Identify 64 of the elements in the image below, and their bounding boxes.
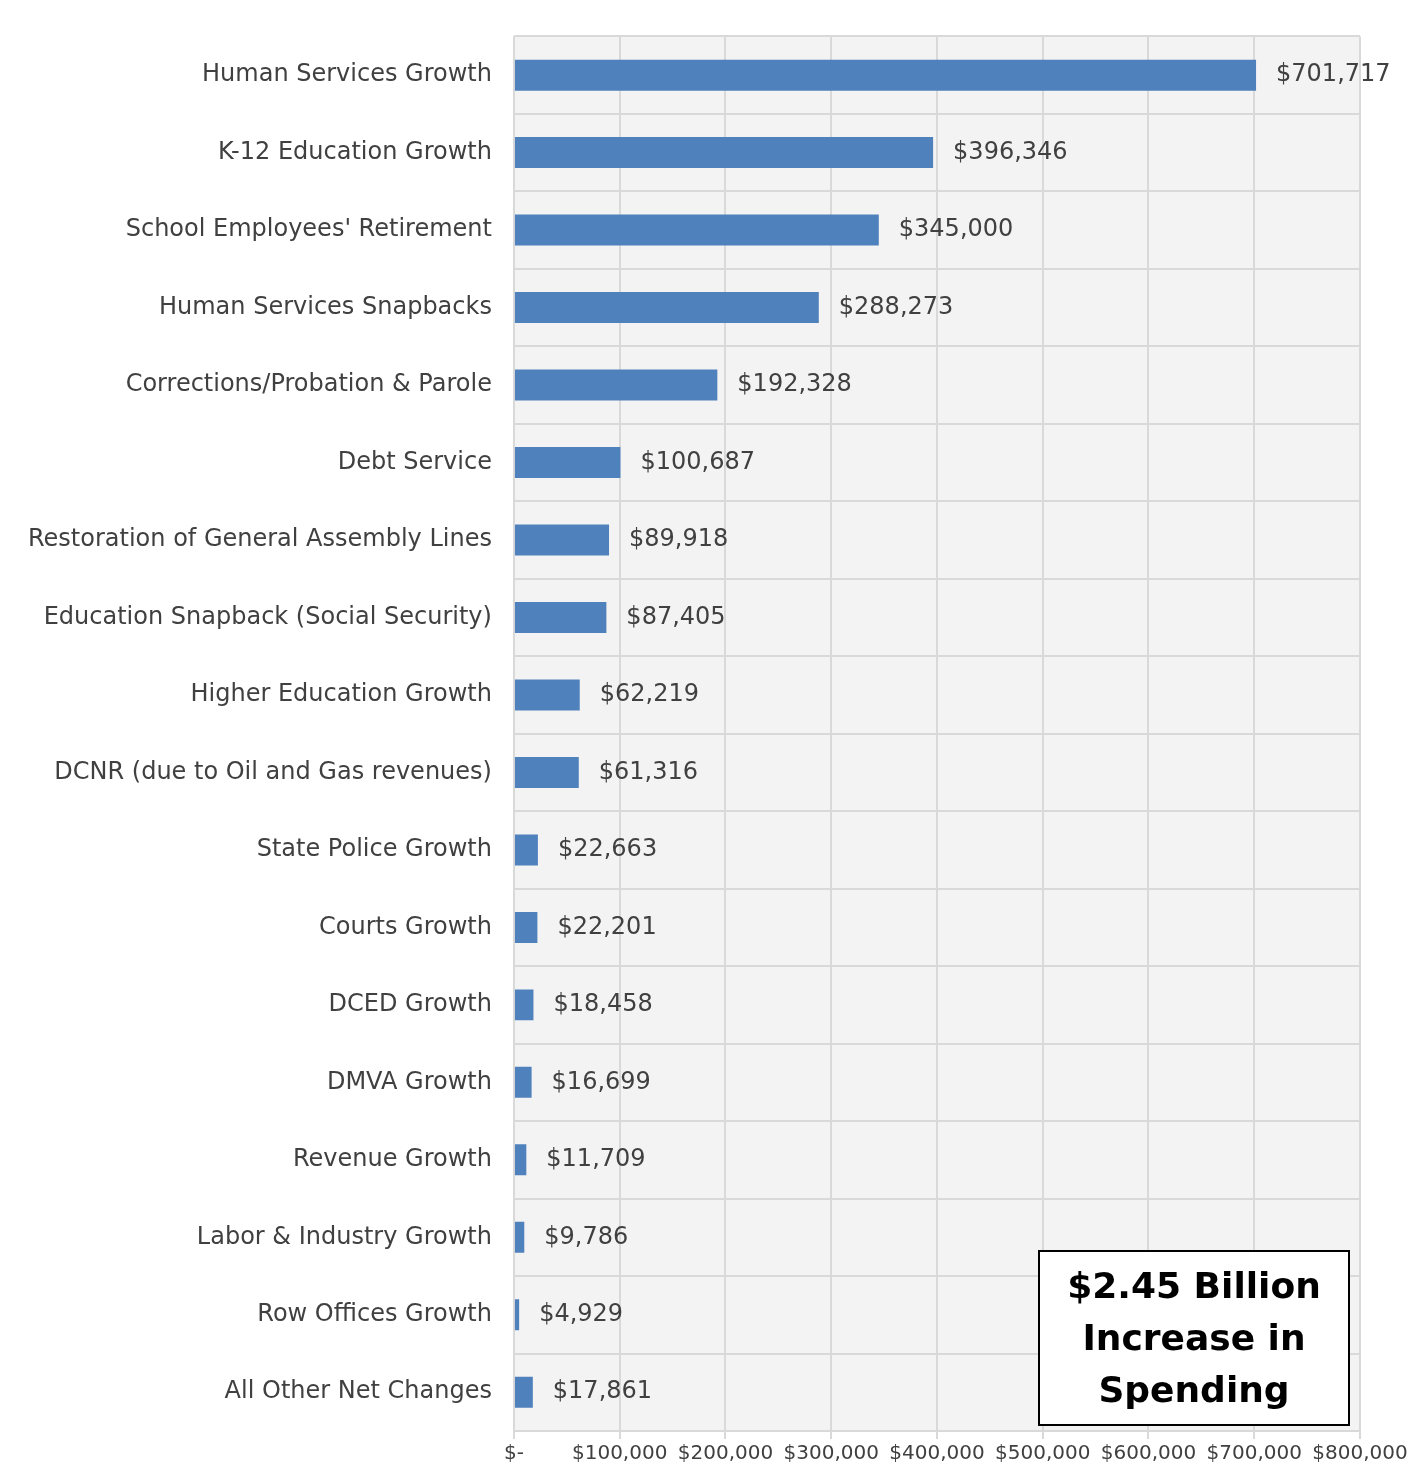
data-label: $17,861	[552, 1376, 653, 1405]
x-tick-label: $100,000	[571, 1440, 668, 1465]
x-tick-label: $300,000	[783, 1440, 879, 1465]
y-tick-label: Courts Growth	[319, 911, 492, 940]
y-tick-label: DCED Growth	[328, 989, 492, 1018]
data-label: $345,000	[898, 214, 1014, 243]
data-label: $396,346	[953, 136, 1068, 165]
data-label: $61,316	[598, 756, 699, 785]
bar	[514, 292, 819, 324]
y-tick-label: State Police Growth	[256, 834, 492, 863]
y-tick-label: Corrections/Probation & Parole	[125, 369, 492, 398]
x-tick-label: $500,000	[995, 1440, 1091, 1465]
bar	[514, 524, 610, 556]
y-tick-label: All Other Net Changes	[224, 1376, 492, 1405]
y-tick-label: Human Services Growth	[202, 59, 492, 88]
x-tick-label: $600,000	[1100, 1440, 1197, 1465]
data-label: $22,663	[557, 834, 658, 863]
x-tick-label: $-	[503, 1440, 524, 1465]
data-label: $62,219	[599, 679, 699, 708]
y-tick-label: Education Snapback (Social Security)	[43, 601, 492, 630]
y-tick-label: Revenue Growth	[292, 1144, 492, 1173]
bar	[514, 834, 538, 866]
y-tick-label: Human Services Snapbacks	[158, 291, 492, 320]
y-tick-label: Debt Service	[337, 446, 492, 475]
bar	[514, 137, 934, 169]
bar	[514, 214, 879, 246]
x-tick-label: $800,000	[1312, 1440, 1408, 1465]
bar	[514, 679, 580, 711]
annotation: $2.45 Billion Increase in Spending	[1038, 1250, 1350, 1426]
y-tick-label: DMVA Growth	[326, 1066, 492, 1095]
bar	[514, 1066, 532, 1098]
bar	[514, 911, 538, 943]
bar	[514, 1221, 525, 1253]
data-label: $18,458	[553, 989, 653, 1018]
y-tick-label: School Employees' Retirement	[125, 214, 492, 243]
bar	[514, 756, 579, 788]
data-label: $9,786	[544, 1221, 629, 1250]
x-tick-label: $400,000	[889, 1440, 985, 1465]
data-label: $89,918	[629, 524, 729, 553]
data-label: $87,405	[626, 601, 726, 630]
data-label: $16,699	[551, 1066, 651, 1095]
bar	[514, 369, 718, 401]
data-label: $11,709	[546, 1144, 646, 1173]
y-tick-label: Higher Education Growth	[190, 679, 492, 708]
x-tick-label: $700,000	[1206, 1440, 1302, 1465]
y-tick-label: Row Offices Growth	[257, 1299, 492, 1328]
y-tick-label: Labor & Industry Growth	[196, 1221, 492, 1250]
data-label: $100,687	[640, 446, 755, 475]
bar	[514, 1144, 527, 1176]
data-label: $288,273	[838, 291, 954, 320]
bar	[514, 601, 607, 633]
bar	[514, 447, 621, 479]
bar	[514, 1376, 533, 1408]
bar	[514, 59, 1257, 91]
data-label: $4,929	[539, 1299, 624, 1328]
data-label: $192,328	[737, 369, 852, 398]
data-label: $701,717	[1276, 59, 1391, 88]
data-label: $22,201	[557, 911, 657, 940]
y-tick-label: Restoration of General Assembly Lines	[28, 524, 492, 553]
bar	[514, 1299, 520, 1331]
x-tick-label: $200,000	[677, 1440, 774, 1465]
y-tick-label: K-12 Education Growth	[217, 136, 492, 165]
bar	[514, 989, 534, 1021]
y-tick-label: DCNR (due to Oil and Gas revenues)	[54, 756, 492, 785]
